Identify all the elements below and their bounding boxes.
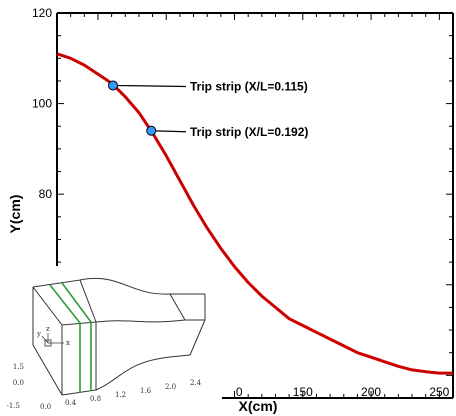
y-tick-label: 100 <box>32 97 52 111</box>
inset-3d-nozzle-diagram: x zy 1.5 0.0 -1.5 0.0 0.4 0.8 1.2 1.6 2.0 2.4 <box>0 266 222 416</box>
x-tick-label: 0 <box>236 385 243 399</box>
x-tick-label: 150 <box>293 385 313 399</box>
y-tick-label: 80 <box>39 187 53 201</box>
y-tick-label: 120 <box>32 6 52 20</box>
x-axis-title: X(cm) <box>239 398 278 414</box>
annotation-leader-2 <box>151 130 187 133</box>
series-group <box>56 52 453 375</box>
inset-trip-stripe-1 <box>49 284 81 393</box>
inset-contraction-top <box>79 277 205 295</box>
x-tick-label: 200 <box>361 385 381 399</box>
y-axis-title: Y(cm) <box>7 195 23 234</box>
inset-left-tick-label: -1.5 <box>7 402 21 410</box>
inset-x-axis-label: x <box>66 339 70 347</box>
inset-left-edge <box>32 287 63 396</box>
inset-contraction-mid <box>95 319 205 323</box>
inset-y-axis-arrow <box>41 335 49 344</box>
x-tick-label: 250 <box>429 385 449 399</box>
inset-bottom-tick-label: 0.0 <box>40 403 51 411</box>
series-line-1 <box>56 52 453 375</box>
inset-trip-stripe-2 <box>61 282 92 391</box>
inset-contraction-bottom <box>95 354 191 391</box>
inset-side-face <box>61 321 97 396</box>
inset-bottom-tick-label: 0.8 <box>90 395 101 403</box>
inset-outlet-edge <box>189 294 206 356</box>
inset-bottom-tick-label: 2.0 <box>165 383 176 391</box>
annotation-leader-1 <box>112 84 187 88</box>
inset-bottom-tick-label: 1.6 <box>140 387 152 395</box>
inset-left-tick-label: 1.5 <box>13 363 24 371</box>
inset-left-tick-label: 0.0 <box>13 379 24 387</box>
annotation-label-1: Trip strip (X/L=0.115) <box>190 79 308 93</box>
inset-z-axis-label: z <box>46 325 50 333</box>
annotations-group: Trip strip (X/L=0.115) Trip strip (X/L=0.… <box>107 79 308 139</box>
inset-bottom-tick-label: 2.4 <box>190 379 202 387</box>
trip-strip-marker-1 <box>107 80 118 91</box>
annotation-label-2: Trip strip (X/L=0.192) <box>190 125 308 139</box>
inset-outlet-top-edge <box>169 293 186 321</box>
inset-bottom-tick-label: 1.2 <box>115 391 126 399</box>
inset-bottom-tick-label: 0.4 <box>65 399 77 407</box>
inset-body-fill <box>33 280 96 398</box>
trip-strip-marker-2 <box>146 125 157 136</box>
inset-y-axis-label: y <box>36 330 41 338</box>
